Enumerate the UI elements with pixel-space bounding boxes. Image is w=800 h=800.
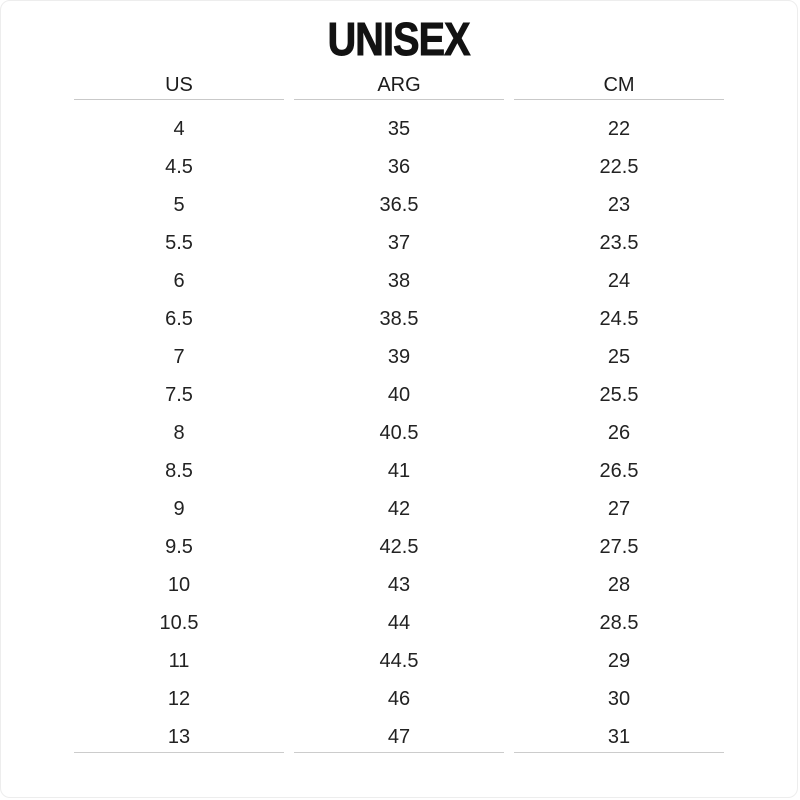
cell-us: 8.5: [165, 460, 193, 482]
table-row: 4.5 36 22.5: [1, 148, 797, 186]
cell-cm: 22.5: [599, 156, 639, 178]
cell-cm: 28: [607, 574, 631, 596]
cell-cm: 26: [607, 422, 631, 444]
footer-rule-us: [74, 752, 284, 753]
cell-arg: 46: [387, 688, 411, 710]
cell-cm: 31: [607, 726, 631, 748]
cell-us: 7.5: [165, 384, 193, 406]
cell-arg: 41: [387, 460, 411, 482]
table-row: 5.5 37 23.5: [1, 224, 797, 262]
table-row: 6.5 38.5 24.5: [1, 300, 797, 338]
table-row: 10 43 28: [1, 566, 797, 604]
cell-us: 7: [173, 346, 185, 368]
cell-cm: 26.5: [599, 460, 639, 482]
page-title-text: UNISEX: [327, 13, 471, 66]
table-row: 13 47 31: [1, 718, 797, 756]
cell-cm: 28.5: [599, 612, 639, 634]
table-row: 10.5 44 28.5: [1, 604, 797, 642]
column-header-cm: CM: [514, 63, 724, 100]
cell-arg: 38: [387, 270, 411, 292]
cell-us: 5.5: [165, 232, 193, 254]
cell-us: 9: [173, 498, 185, 520]
footer-rule-arg: [294, 752, 504, 753]
cell-us: 12: [167, 688, 191, 710]
cell-cm: 30: [607, 688, 631, 710]
cell-us: 6.5: [165, 308, 193, 330]
cell-cm: 27.5: [599, 536, 639, 558]
table-footer-rule: [1, 752, 797, 753]
cell-us: 10: [167, 574, 191, 596]
table-row: 8 40.5 26: [1, 414, 797, 452]
cell-cm: 27: [607, 498, 631, 520]
cell-cm: 24: [607, 270, 631, 292]
cell-arg: 40: [387, 384, 411, 406]
table-body: 4 35 22 4.5 36 22.5 5 36.5 23 5.5 37 23.…: [1, 100, 797, 756]
cell-cm: 24.5: [599, 308, 639, 330]
table-row: 5 36.5 23: [1, 186, 797, 224]
cell-arg: 40.5: [379, 422, 419, 444]
cell-us: 8: [173, 422, 185, 444]
cell-us: 6: [173, 270, 185, 292]
cell-us: 13: [167, 726, 191, 748]
table-row: 7.5 40 25.5: [1, 376, 797, 414]
cell-arg: 44.5: [379, 650, 419, 672]
cell-us: 5: [173, 194, 185, 216]
table-row: 11 44.5 29: [1, 642, 797, 680]
cell-arg: 47: [387, 726, 411, 748]
table-row: 8.5 41 26.5: [1, 452, 797, 490]
table-row: 9 42 27: [1, 490, 797, 528]
cell-arg: 42.5: [379, 536, 419, 558]
cell-arg: 44: [387, 612, 411, 634]
cell-arg: 39: [387, 346, 411, 368]
cell-arg: 38.5: [379, 308, 419, 330]
table-row: 4 35 22: [1, 110, 797, 148]
cell-cm: 29: [607, 650, 631, 672]
cell-us: 4.5: [165, 156, 193, 178]
cell-arg: 42: [387, 498, 411, 520]
table-row: 7 39 25: [1, 338, 797, 376]
cell-cm: 25: [607, 346, 631, 368]
cell-us: 10.5: [159, 612, 199, 634]
column-header-us: US: [74, 63, 284, 100]
table-row: 12 46 30: [1, 680, 797, 718]
table-row: 6 38 24: [1, 262, 797, 300]
cell-arg: 36: [387, 156, 411, 178]
footer-rule-cm: [514, 752, 724, 753]
cell-us: 9.5: [165, 536, 193, 558]
cell-cm: 23.5: [599, 232, 639, 254]
cell-cm: 23: [607, 194, 631, 216]
cell-cm: 22: [607, 118, 631, 140]
page-title: UNISEX: [1, 1, 797, 66]
cell-arg: 37: [387, 232, 411, 254]
cell-arg: 35: [387, 118, 411, 140]
cell-arg: 43: [387, 574, 411, 596]
cell-cm: 25.5: [599, 384, 639, 406]
column-header-arg: ARG: [294, 63, 504, 100]
table-header-row: US ARG CM: [1, 63, 797, 100]
cell-us: 4: [173, 118, 185, 140]
cell-arg: 36.5: [379, 194, 419, 216]
cell-us: 11: [168, 650, 190, 672]
table-row: 9.5 42.5 27.5: [1, 528, 797, 566]
